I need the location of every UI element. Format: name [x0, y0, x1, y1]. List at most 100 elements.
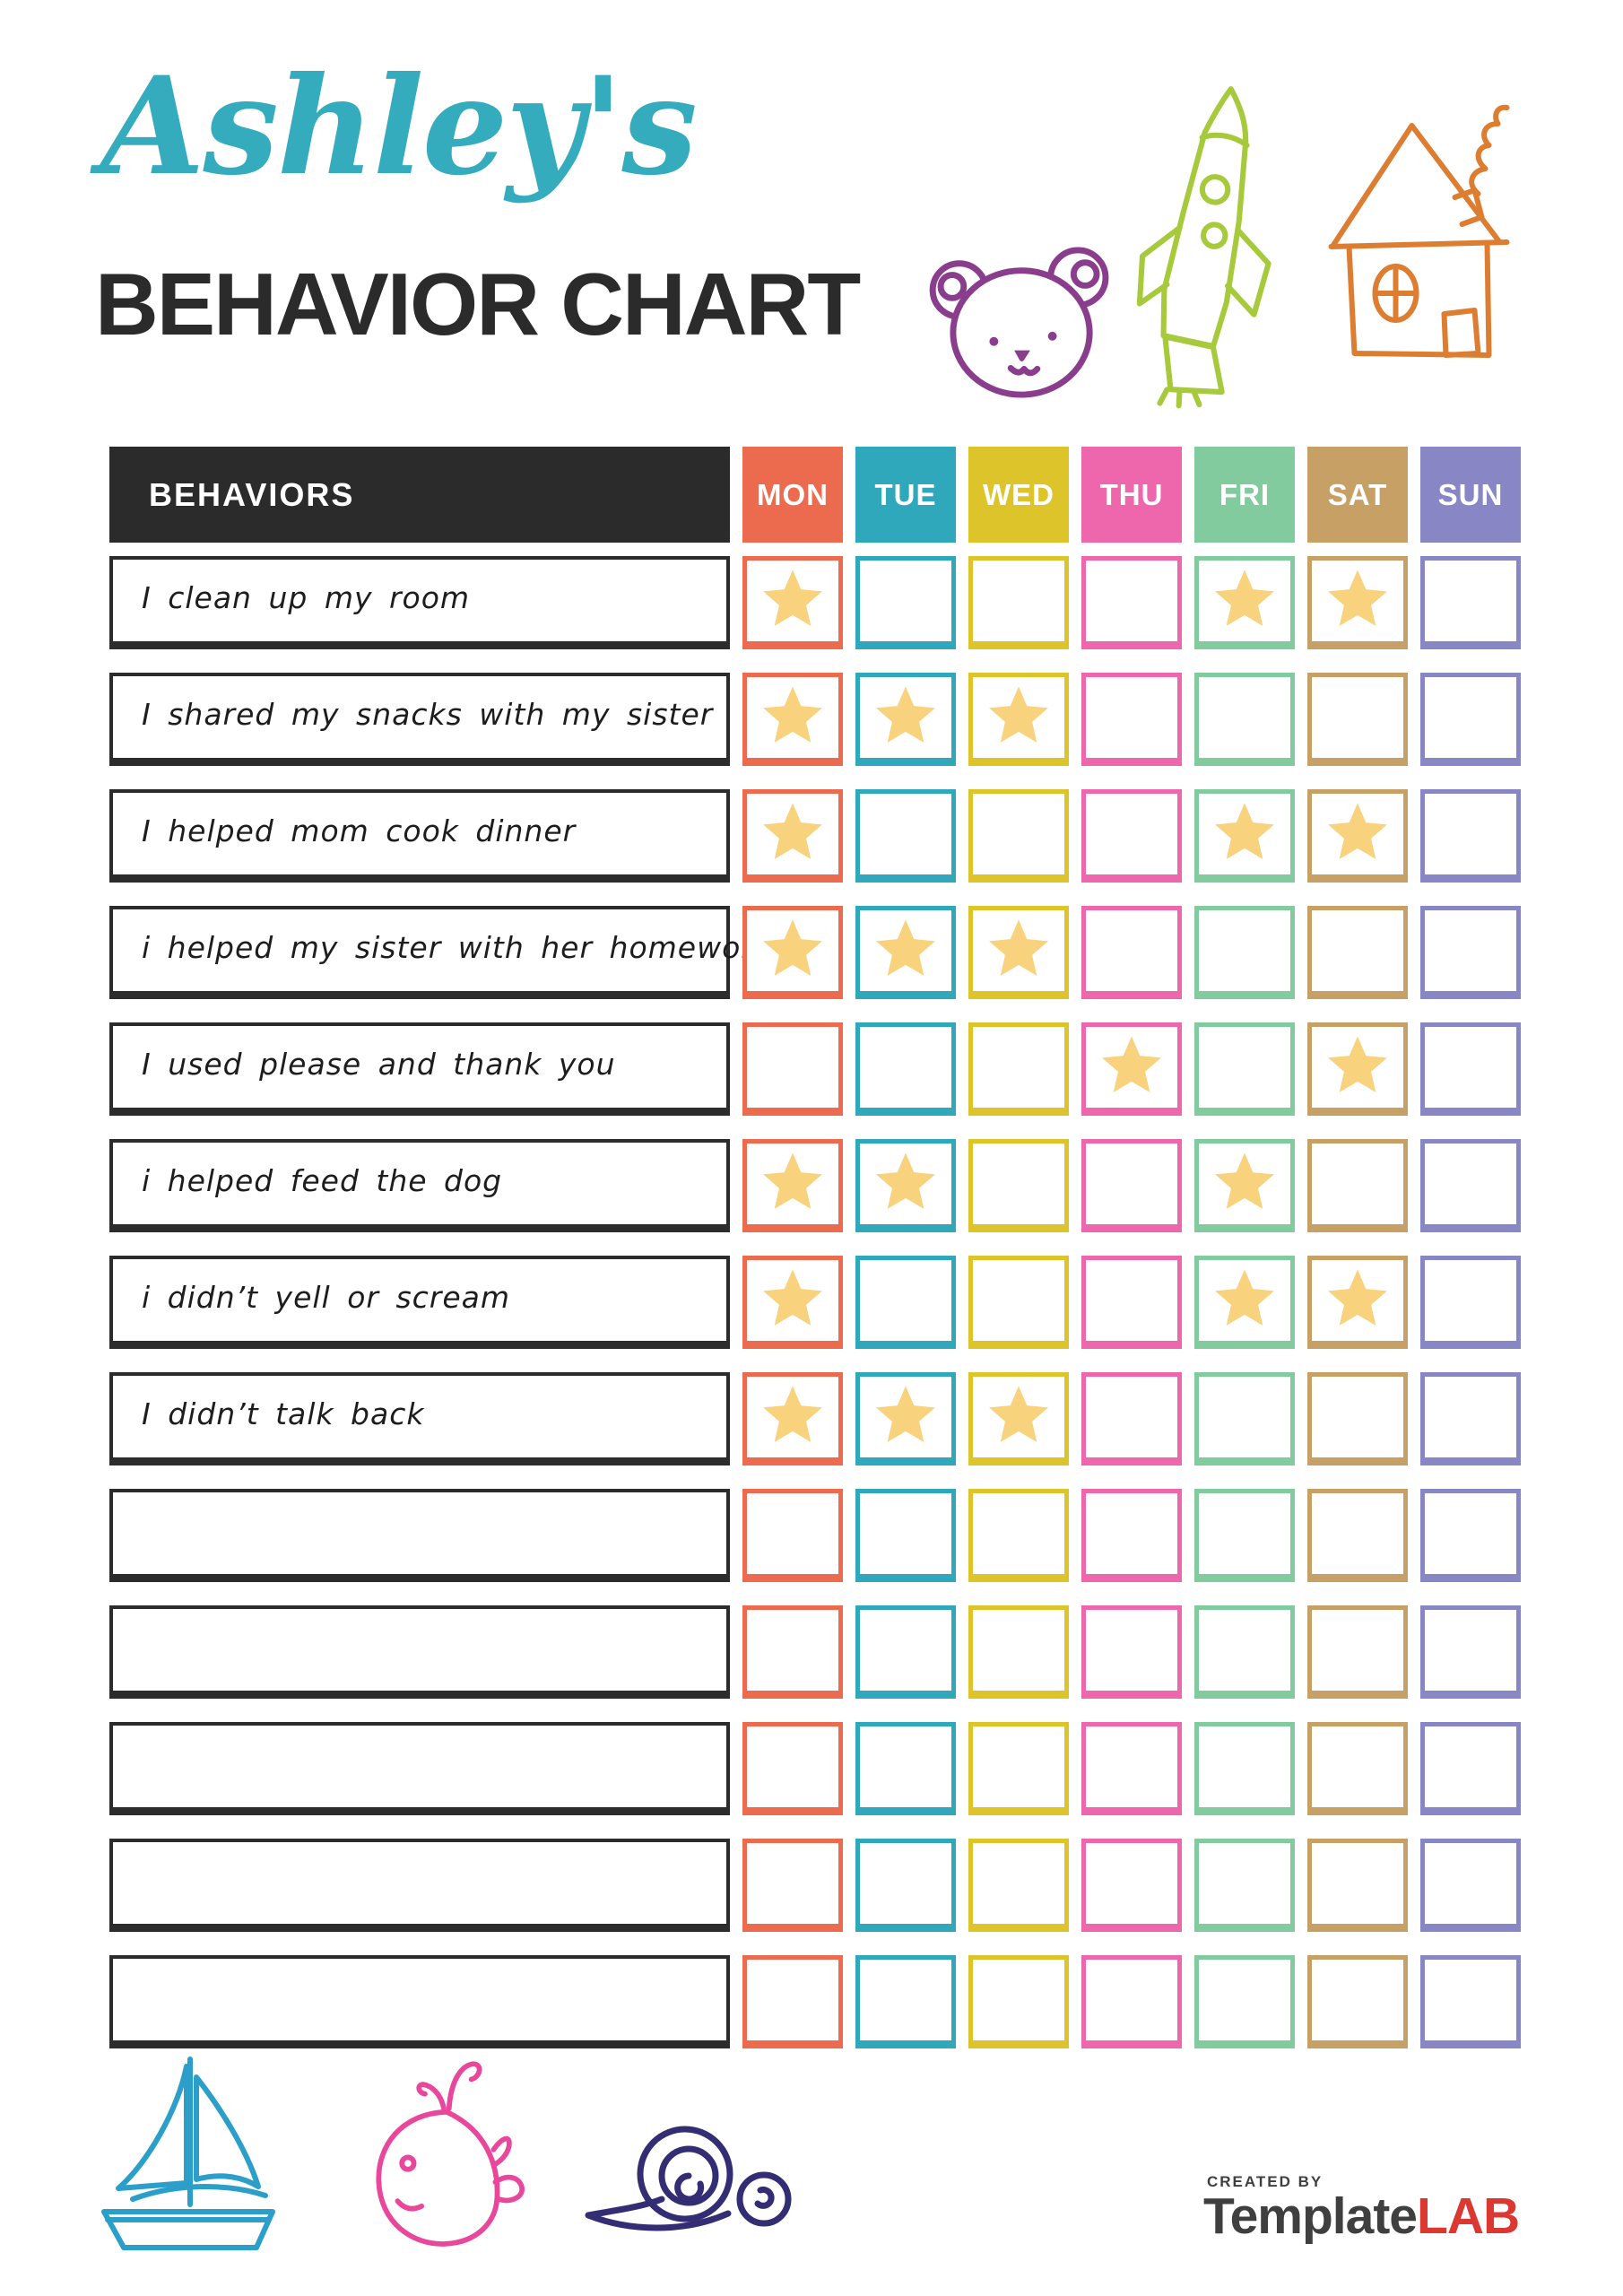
table-row: [109, 1722, 1521, 1815]
table-row: i helped feed the dog: [109, 1139, 1521, 1232]
table-header-row: BEHAVIORS MON TUE WED THU FRI SAT SUN: [109, 447, 1521, 543]
day-cell: [1307, 556, 1408, 649]
page-title: BEHAVIOR CHART: [95, 255, 861, 353]
table-row: [109, 1605, 1521, 1699]
house-icon: [1320, 100, 1535, 370]
day-cell: [1420, 1489, 1521, 1582]
star-icon: [763, 1269, 822, 1326]
day-cell: [1420, 906, 1521, 999]
behavior-label: I shared my snacks with my sister: [109, 673, 730, 766]
star-icon: [876, 919, 935, 976]
star-icon: [763, 570, 822, 626]
day-header-mon: MON: [742, 447, 843, 543]
day-cell: [1194, 906, 1295, 999]
table-row: I shared my snacks with my sister: [109, 673, 1521, 766]
table-row: I used please and thank you: [109, 1022, 1521, 1116]
table-body: I clean up my room I shared my snacks wit…: [109, 556, 1521, 2048]
day-cell: [742, 1605, 843, 1699]
day-cell: [1420, 556, 1521, 649]
day-cell: [1420, 673, 1521, 766]
day-cell: [855, 789, 956, 883]
behavior-label: [109, 1489, 730, 1582]
day-cell: [1194, 1372, 1295, 1465]
day-cell: [1081, 556, 1182, 649]
day-cell: [1081, 1372, 1182, 1465]
day-header-sat: SAT: [1307, 447, 1408, 543]
day-cell: [1081, 906, 1182, 999]
day-header-fri: FRI: [1194, 447, 1295, 543]
day-cell: [855, 1722, 956, 1815]
table-row: I didn’t talk back: [109, 1372, 1521, 1465]
behavior-label: i helped feed the dog: [109, 1139, 730, 1232]
day-cell: [1081, 1139, 1182, 1232]
star-icon: [989, 686, 1048, 743]
star-icon: [1102, 1036, 1161, 1092]
day-cell: [1081, 1955, 1182, 2048]
day-cell: [1307, 1372, 1408, 1465]
star-icon: [763, 1386, 822, 1442]
day-cell: [855, 1256, 956, 1349]
behavior-label: I used please and thank you: [109, 1022, 730, 1116]
day-cell: [1081, 1839, 1182, 1932]
day-cell: [1081, 1489, 1182, 1582]
behavior-label: [109, 1839, 730, 1932]
whale-icon: [348, 2052, 541, 2257]
star-icon: [876, 1386, 935, 1442]
behavior-label: I didn’t talk back: [109, 1372, 730, 1465]
day-cell: [1420, 789, 1521, 883]
day-cell: [742, 1022, 843, 1116]
day-cell: [968, 1489, 1069, 1582]
day-cell: [1420, 1605, 1521, 1699]
day-cell: [1194, 556, 1295, 649]
behavior-label: i helped my sister with her homework: [109, 906, 771, 999]
day-cell: [1307, 1839, 1408, 1932]
day-cell: [1420, 1139, 1521, 1232]
day-cell: [1194, 1139, 1295, 1232]
star-icon: [1215, 1152, 1274, 1209]
day-cell: [1420, 1839, 1521, 1932]
brand-name-lab: LAB: [1417, 2187, 1520, 2245]
day-cell: [1194, 1489, 1295, 1582]
owner-name: Ashley's: [100, 48, 698, 205]
star-icon: [1328, 570, 1387, 626]
day-cell: [1307, 906, 1408, 999]
day-cell: [1194, 1955, 1295, 2048]
table-row: [109, 1955, 1521, 2048]
behaviors-column-header: BEHAVIORS: [109, 447, 730, 543]
table-row: [109, 1839, 1521, 1932]
behavior-label: [109, 1605, 730, 1699]
star-icon: [763, 686, 822, 743]
day-cell: [968, 1372, 1069, 1465]
brand-logo: CREATED BY TemplateLAB: [1203, 2174, 1520, 2245]
sailboat-icon: [82, 2047, 293, 2257]
day-cell: [1420, 1022, 1521, 1116]
day-cell: [742, 1722, 843, 1815]
day-header-sun: SUN: [1420, 447, 1521, 543]
day-cell: [742, 1139, 843, 1232]
day-cell: [1307, 1722, 1408, 1815]
day-cell: [855, 1839, 956, 1932]
day-cell: [742, 673, 843, 766]
table-row: [109, 1489, 1521, 1582]
table-row: I clean up my room: [109, 556, 1521, 649]
day-cell: [968, 1722, 1069, 1815]
behavior-label: I clean up my room: [109, 556, 730, 649]
behavior-label: i didn’t yell or scream: [109, 1256, 730, 1349]
day-cell: [742, 1839, 843, 1932]
star-icon: [989, 1386, 1048, 1442]
day-cell: [968, 1839, 1069, 1932]
day-cell: [855, 556, 956, 649]
star-icon: [763, 1152, 822, 1209]
star-icon: [1215, 803, 1274, 859]
table-row: I helped mom cook dinner: [109, 789, 1521, 883]
behavior-label: I helped mom cook dinner: [109, 789, 730, 883]
day-cell: [968, 1256, 1069, 1349]
table-row: i didn’t yell or scream: [109, 1256, 1521, 1349]
day-cell: [1081, 1022, 1182, 1116]
day-cell: [1081, 1256, 1182, 1349]
day-cell: [742, 556, 843, 649]
day-cell: [1307, 789, 1408, 883]
day-cell: [968, 906, 1069, 999]
day-cell: [1420, 1722, 1521, 1815]
